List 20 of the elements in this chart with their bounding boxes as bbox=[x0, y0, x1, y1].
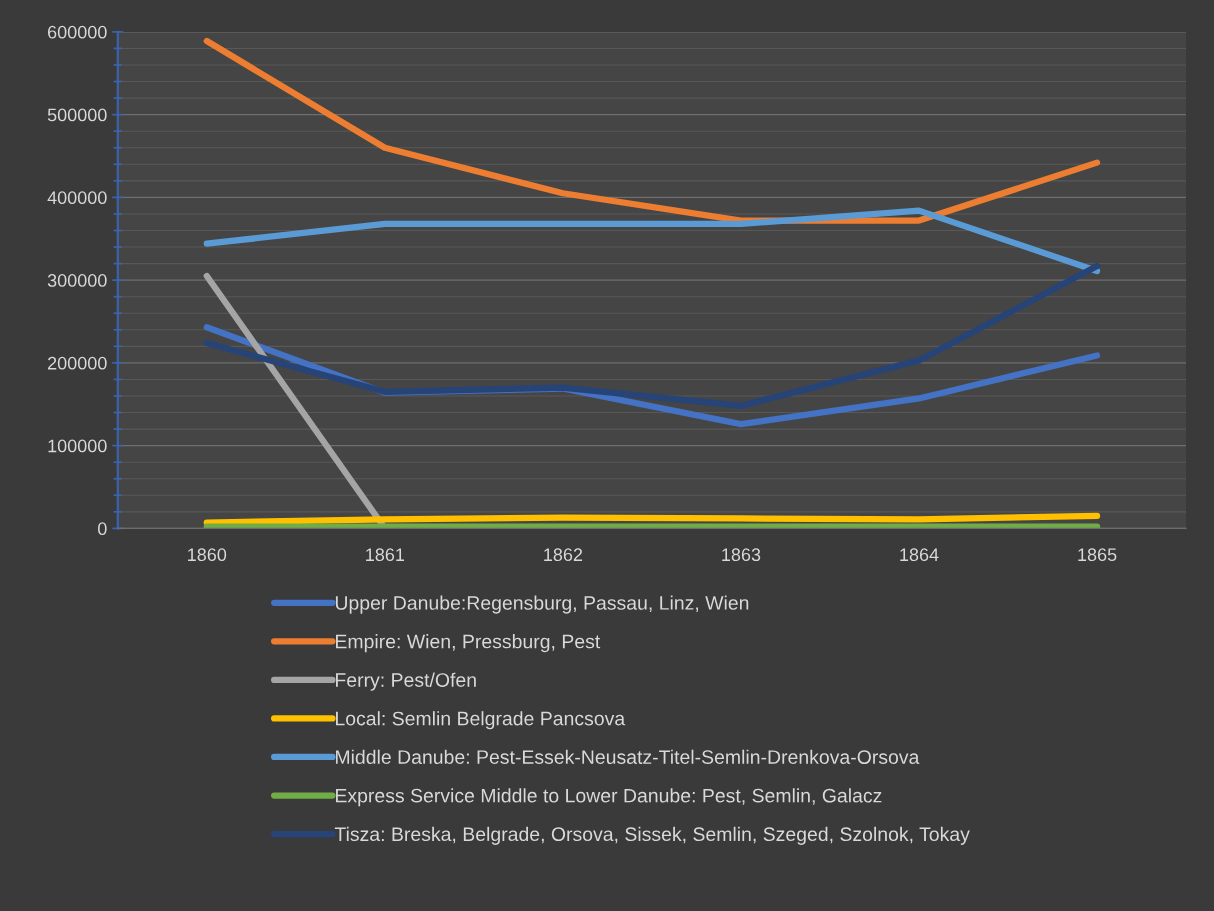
legend-label: Local: Semlin Belgrade Pancsova bbox=[336, 711, 626, 730]
legend-label: Middle Danube: Pest-Essek-Neusatz-Titel-Semlin-Drenkova-Orsova bbox=[336, 749, 920, 764]
legend-label: Empire: Wien, Pressburg, Pest bbox=[336, 634, 601, 653]
legend-label: Tisza: Breska, Belgrade, Orsova, Sissek, Semlin, Szeged, Szolnok, Tokay bbox=[334, 826, 970, 845]
x-tick-label: 1863 bbox=[722, 548, 761, 562]
legend-label: Upper Danube:Regensburg, Passau, Linz, Wien bbox=[335, 595, 749, 614]
y-tick-label: 300000 bbox=[47, 274, 107, 287]
x-tick-label: 1862 bbox=[544, 548, 583, 562]
x-tick-label: 1860 bbox=[188, 548, 227, 562]
y-tick-label: 100000 bbox=[48, 439, 107, 453]
y-tick-label: 500000 bbox=[47, 108, 107, 122]
x-tick-label: 1861 bbox=[366, 548, 405, 562]
y-tick-label: 600000 bbox=[48, 25, 107, 39]
x-tick-label: 1865 bbox=[1078, 548, 1117, 562]
legend-label: Express Service Middle to Lower Danube: Pest, Semlin, Galacz bbox=[336, 788, 882, 807]
y-tick-label: 400000 bbox=[47, 191, 107, 205]
y-tick-label: 0 bbox=[98, 522, 107, 536]
x-tick-label: 1864 bbox=[900, 548, 939, 562]
legend-label: Ferry: Pest/Ofen bbox=[336, 672, 476, 691]
y-tick-label: 200000 bbox=[48, 356, 107, 370]
